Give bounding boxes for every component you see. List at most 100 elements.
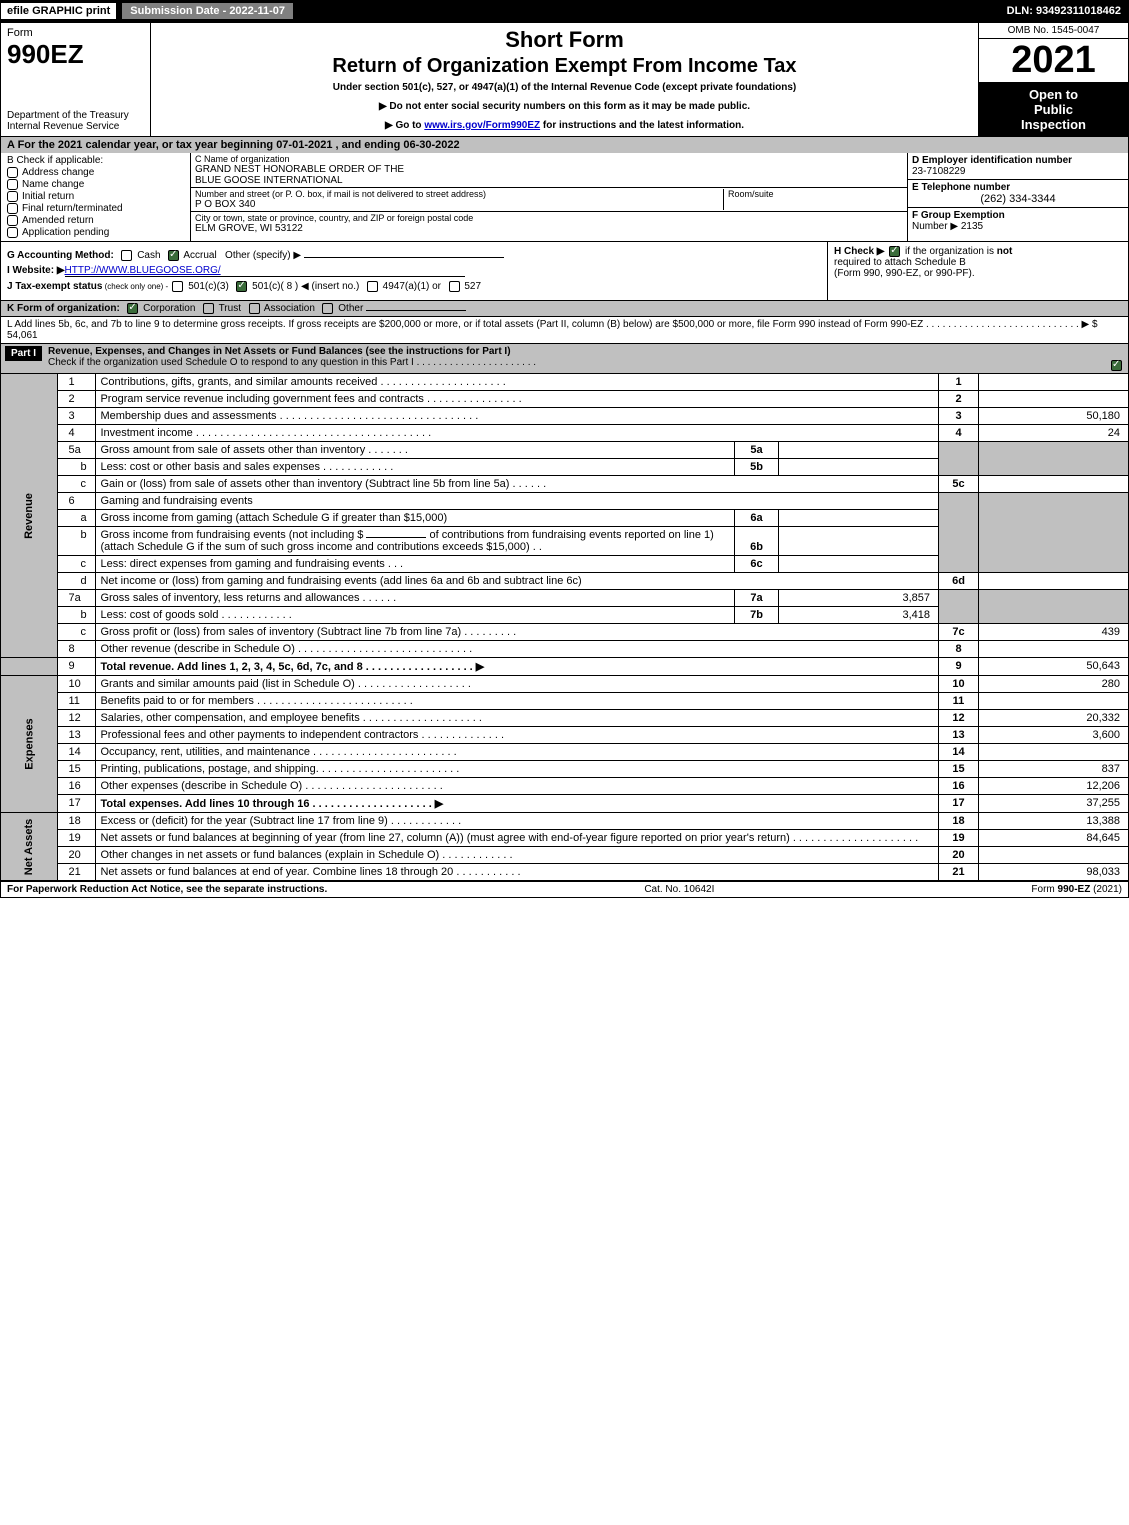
org-street: P O BOX 340 (195, 199, 723, 210)
cb-name-change[interactable]: Name change (7, 179, 184, 190)
line-15-rval: 837 (979, 761, 1129, 778)
checkbox-icon (7, 167, 18, 178)
line-7b-subval: 3,418 (779, 607, 939, 624)
line-5a-desc: Gross amount from sale of assets other t… (96, 442, 735, 459)
cb-accrual[interactable] (168, 250, 179, 261)
line-5a-sublbl: 5a (735, 442, 779, 459)
checkbox-icon (7, 203, 18, 214)
inspect-line3: Inspection (983, 117, 1124, 132)
header-right: OMB No. 1545-0047 2021 Open to Public In… (978, 23, 1128, 136)
g-cash: Cash (137, 250, 160, 261)
cb-label: Address change (22, 167, 94, 178)
d-ein-value: 23-7108229 (912, 166, 1124, 177)
cb-amended-return[interactable]: Amended return (7, 215, 184, 226)
footer-right-pre: Form (1031, 884, 1057, 895)
expenses-tab: Expenses (1, 676, 58, 813)
section-def: D Employer identification number 23-7108… (908, 153, 1128, 241)
line-7a-sublbl: 7a (735, 590, 779, 607)
line-5ab-rlbl-shade (939, 442, 979, 476)
ghij-left: G Accounting Method: Cash Accrual Other … (1, 242, 828, 300)
cb-cash[interactable] (121, 250, 132, 261)
line-5b-desc: Less: cost or other basis and sales expe… (96, 459, 735, 476)
footer-right: Form 990-EZ (2021) (1031, 884, 1122, 895)
line-12-num: 12 (58, 710, 96, 727)
line-10-rlbl: 10 (939, 676, 979, 693)
l-arrow: . . . . . . . . . . . . . . . . . . . . … (926, 319, 1089, 330)
website-link[interactable]: HTTP://WWW.BLUEGOOSE.ORG/ (65, 265, 465, 277)
line-8-num: 8 (58, 641, 96, 658)
line-15-desc: Printing, publications, postage, and shi… (96, 761, 939, 778)
c-street-label: Number and street (or P. O. box, if mail… (195, 189, 723, 199)
line-7c-rval: 439 (979, 624, 1129, 641)
header-center: Short Form Return of Organization Exempt… (151, 23, 978, 136)
line-g: G Accounting Method: Cash Accrual Other … (7, 250, 821, 261)
line-6-rlbl-shade (939, 493, 979, 573)
k-other-field[interactable] (366, 310, 466, 311)
cb-501c[interactable] (236, 281, 247, 292)
line-8-rval (979, 641, 1129, 658)
f-group-label: F Group Exemption (912, 210, 1124, 221)
line-7a-subval: 3,857 (779, 590, 939, 607)
line-6b-desc-pre: Gross income from fundraising events (no… (100, 529, 363, 541)
dept-line2: Internal Revenue Service (7, 121, 144, 132)
l-text: L Add lines 5b, 6c, and 7b to line 9 to … (7, 319, 923, 330)
dln-label: DLN: 93492311018462 (999, 3, 1129, 19)
cb-4947[interactable] (367, 281, 378, 292)
efile-print-label[interactable]: efile GRAPHIC print (0, 2, 117, 20)
line-17-rlbl: 17 (939, 795, 979, 813)
line-4-rval: 24 (979, 425, 1129, 442)
line-7ab-rval-shade (979, 590, 1129, 624)
line-16-rlbl: 16 (939, 778, 979, 795)
line-13-rval: 3,600 (979, 727, 1129, 744)
j-o4: 527 (464, 281, 481, 292)
cb-application-pending[interactable]: Application pending (7, 227, 184, 238)
j-label: J Tax-exempt status (7, 281, 102, 292)
line-10-rval: 280 (979, 676, 1129, 693)
irs-link[interactable]: www.irs.gov/Form990EZ (424, 120, 540, 131)
form-label: Form (7, 27, 144, 39)
line-2-rval (979, 391, 1129, 408)
cb-527[interactable] (449, 281, 460, 292)
section-b: B Check if applicable: Address change Na… (1, 153, 191, 241)
part-1-table: Revenue 1 Contributions, gifts, grants, … (0, 374, 1129, 881)
cb-schedule-o-part1[interactable] (1111, 360, 1122, 371)
line-7a-num: 7a (58, 590, 96, 607)
line-6a-num: a (58, 510, 96, 527)
line-2-rlbl: 2 (939, 391, 979, 408)
top-bar: efile GRAPHIC print Submission Date - 20… (0, 0, 1129, 22)
g-accrual: Accrual (183, 250, 216, 261)
line-7ab-rlbl-shade (939, 590, 979, 624)
cb-initial-return[interactable]: Initial return (7, 191, 184, 202)
line-6-num: 6 (58, 493, 96, 510)
cb-501c3[interactable] (172, 281, 183, 292)
net-assets-tab: Net Assets (1, 813, 58, 881)
line-6a-desc: Gross income from gaming (attach Schedul… (96, 510, 735, 527)
cb-corporation[interactable] (127, 303, 138, 314)
line-2-num: 2 (58, 391, 96, 408)
line-6b-desc: Gross income from fundraising events (no… (96, 527, 735, 556)
line-7c-desc: Gross profit or (loss) from sales of inv… (96, 624, 939, 641)
line-1-rlbl: 1 (939, 374, 979, 391)
line-12-desc: Salaries, other compensation, and employ… (96, 710, 939, 727)
g-other-field[interactable] (304, 257, 504, 258)
line-12-rlbl: 12 (939, 710, 979, 727)
cb-association[interactable] (249, 303, 260, 314)
line-18-rlbl: 18 (939, 813, 979, 830)
section-h: H Check ▶ if the organization is not req… (828, 242, 1128, 300)
line-15-num: 15 (58, 761, 96, 778)
line-9-num: 9 (58, 658, 96, 676)
line-6b-blank[interactable] (366, 537, 426, 538)
j-sub: (check only one) - (102, 282, 170, 291)
note2-post: for instructions and the latest informat… (540, 120, 744, 131)
checkbox-icon (7, 179, 18, 190)
org-name-1: GRAND NEST HONORABLE ORDER OF THE (195, 164, 903, 175)
cb-trust[interactable] (203, 303, 214, 314)
cb-final-return[interactable]: Final return/terminated (7, 203, 184, 214)
line-20-rval (979, 847, 1129, 864)
cb-address-change[interactable]: Address change (7, 167, 184, 178)
form-number: 990EZ (7, 39, 144, 70)
cb-schedule-b[interactable] (889, 246, 900, 257)
checkbox-icon (7, 227, 18, 238)
cb-other-org[interactable] (322, 303, 333, 314)
h-text1: if the organization is (905, 246, 997, 257)
